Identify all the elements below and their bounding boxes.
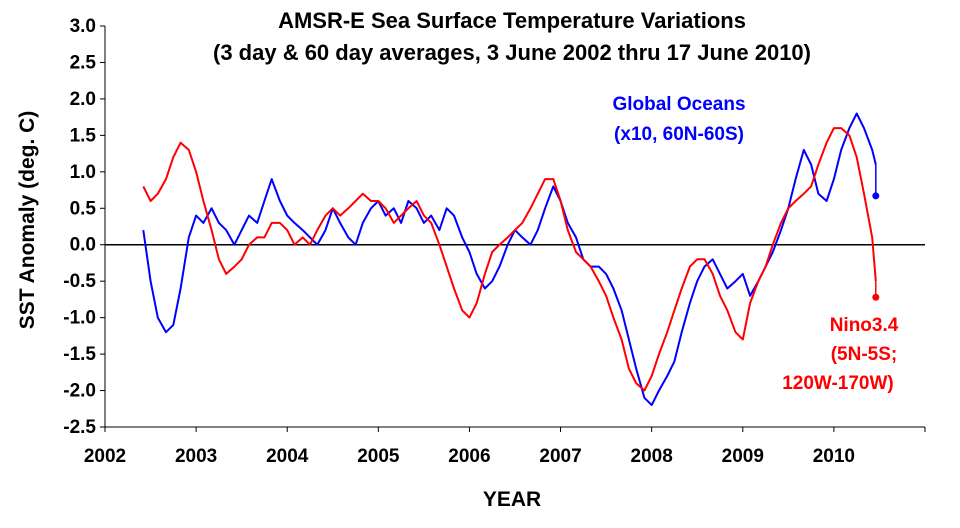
y-axis-title: SST Anomaly (deg. C) bbox=[16, 111, 39, 330]
y-tick-label: -1.0 bbox=[63, 308, 96, 329]
global-oceans-sublabel: (x10, 60N-60S) bbox=[614, 124, 744, 145]
y-tick-label: -1.5 bbox=[63, 344, 96, 365]
chart-subtitle: (3 day & 60 day averages, 3 June 2002 th… bbox=[213, 40, 811, 65]
x-tick-label: 2004 bbox=[266, 446, 309, 467]
nino34-label: Nino3.4 bbox=[830, 315, 899, 336]
y-tick-label: 1.0 bbox=[70, 162, 96, 183]
y-tick-label: 2.0 bbox=[70, 89, 96, 110]
x-axis-title: YEAR bbox=[483, 488, 541, 511]
y-tick-label: -0.5 bbox=[63, 271, 96, 292]
global-oceans-end-point bbox=[872, 192, 880, 200]
nino34-sublabel-2: 120W-170W) bbox=[782, 373, 894, 394]
y-tick-label: -2.5 bbox=[63, 417, 96, 438]
y-tick-label: 3.0 bbox=[70, 16, 96, 37]
global-oceans-label: Global Oceans bbox=[612, 94, 745, 115]
x-tick-label: 2007 bbox=[539, 446, 581, 467]
x-tick-label: 2003 bbox=[175, 446, 217, 467]
y-tick-label: -2.0 bbox=[63, 381, 96, 402]
y-tick-label: 2.5 bbox=[70, 52, 97, 73]
y-tick-label: 0.5 bbox=[70, 198, 97, 219]
chart-title: AMSR-E Sea Surface Temperature Variation… bbox=[278, 8, 746, 33]
y-tick-label: 1.5 bbox=[70, 125, 97, 146]
x-tick-label: 2006 bbox=[448, 446, 490, 467]
plot-area: 3.0 2.5 2.0 1.5 1.0 0.5 0.0 -0.5 -1.0 -1.5 -2.0 -2.… bbox=[63, 16, 926, 467]
x-tick-label: 2009 bbox=[722, 446, 764, 467]
nino34-sublabel-1: (5N-5S; bbox=[831, 344, 898, 365]
nino34-line bbox=[142, 127, 877, 392]
nino34-end-point bbox=[872, 293, 880, 301]
x-tick-label: 2002 bbox=[84, 446, 126, 467]
y-tick-label: 0.0 bbox=[70, 235, 96, 256]
x-tick-label: 2008 bbox=[631, 446, 673, 467]
x-tick-label: 2005 bbox=[357, 446, 400, 467]
x-tick-label: 2010 bbox=[813, 446, 855, 467]
